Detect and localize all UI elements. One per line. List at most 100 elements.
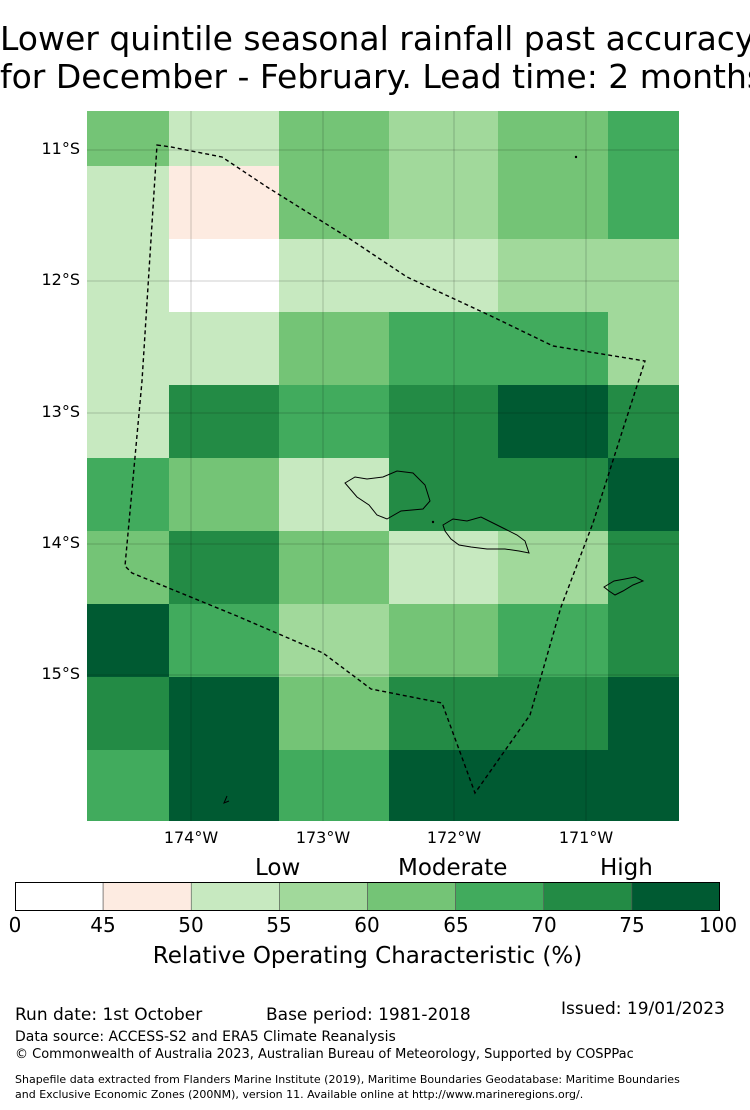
colorbar-tick: 100 (698, 913, 738, 937)
roc-grid-cell (608, 312, 679, 385)
roc-grid-cell (279, 458, 389, 531)
roc-grid-cell (87, 312, 169, 385)
colorbar-tick: 75 (619, 913, 645, 937)
roc-grid-cell (169, 677, 279, 750)
shapefile-credit-line-2: and Exclusive Economic Zones (200NM), ve… (15, 1088, 584, 1101)
roc-grid-cell (389, 312, 498, 385)
roc-grid-cell (279, 750, 389, 821)
colorbar-segment (15, 882, 104, 911)
roc-grid-cell (169, 312, 279, 385)
colorbar-tick: 0 (8, 913, 22, 937)
roc-grid-cell (87, 677, 169, 750)
roc-grid-cell (498, 111, 608, 166)
roc-grid-cells (87, 111, 679, 821)
map-title-line-2: for December - February. Lead time: 2 mo… (0, 57, 750, 96)
colorbar-tick: 45 (90, 913, 116, 937)
roc-grid-cell (608, 111, 679, 166)
latitude-label-15s: 15°S (41, 664, 80, 683)
roc-grid-cell (608, 604, 679, 677)
colorbar-segment (631, 882, 720, 911)
longitude-label-174w: 174°W (163, 828, 219, 847)
longitude-label-172w: 172°W (426, 828, 482, 847)
roc-grid-cell (279, 604, 389, 677)
roc-grid-cell (169, 531, 279, 604)
colorbar-tick: 55 (266, 913, 292, 937)
roc-grid-cell (169, 385, 279, 458)
map-gridlines (87, 111, 679, 821)
roc-grid-cell (87, 385, 169, 458)
roc-grid-cell (279, 239, 389, 312)
latitude-label-14s: 14°S (41, 533, 80, 552)
upolu-island-outline (442, 516, 530, 554)
roc-grid-cell (87, 458, 169, 531)
roc-grid-cell (389, 531, 498, 604)
roc-grid-cell (169, 111, 279, 166)
roc-accuracy-map (87, 111, 679, 821)
savaii-island-outline (344, 470, 431, 520)
roc-grid-cell (498, 385, 608, 458)
roc-grid-cell (498, 604, 608, 677)
roc-grid-cell (608, 458, 679, 531)
colorbar-segment (367, 882, 456, 911)
roc-grid-cell (498, 312, 608, 385)
roc-grid-cell (279, 385, 389, 458)
roc-grid-cell (498, 239, 608, 312)
colorbar-segment (190, 882, 280, 911)
roc-grid-cell (169, 239, 279, 312)
map-title-line-1: Lower quintile seasonal rainfall past ac… (0, 19, 750, 58)
colorbar-segment (455, 882, 545, 911)
eez-boundary (124, 144, 646, 795)
colorbar-segment (102, 882, 192, 911)
roc-grid-cell (389, 166, 498, 239)
islet-marker (223, 795, 230, 804)
roc-grid-cell (279, 312, 389, 385)
colorbar-label: Relative Operating Characteristic (%) (152, 943, 583, 969)
roc-grid-cell (389, 385, 498, 458)
copyright-notice: © Commonwealth of Australia 2023, Austra… (15, 1047, 634, 1062)
roc-grid-cell (608, 385, 679, 458)
latitude-label-11s: 11°S (41, 139, 80, 158)
roc-grid-cell (279, 111, 389, 166)
roc-grid-cell (87, 531, 169, 604)
roc-grid-cell (87, 166, 169, 239)
roc-grid-cell (498, 677, 608, 750)
roc-grid-cell (389, 677, 498, 750)
latitude-label-13s: 13°S (41, 402, 80, 421)
roc-grid-cell (608, 531, 679, 604)
roc-grid-cell (498, 166, 608, 239)
roc-grid-cell (608, 677, 679, 750)
roc-colorbar (15, 882, 720, 911)
latitude-label-12s: 12°S (41, 270, 80, 289)
islet-marker (431, 520, 435, 524)
longitude-label-171w: 171°W (558, 828, 614, 847)
roc-grid-cell (608, 750, 679, 821)
roc-grid-cell (169, 166, 279, 239)
base-period: Base period: 1981-2018 (266, 1005, 471, 1025)
colorbar-tick: 65 (443, 913, 469, 937)
roc-grid-cell (87, 111, 169, 166)
roc-grid-cell (608, 166, 679, 239)
roc-grid-cell (279, 677, 389, 750)
roc-grid-cell (87, 239, 169, 312)
roc-grid-cell (498, 750, 608, 821)
roc-grid-cell (389, 239, 498, 312)
roc-grid-cell (608, 239, 679, 312)
issued-date: Issued: 19/01/2023 (561, 999, 725, 1019)
roc-grid-cell (279, 166, 389, 239)
category-moderate: Moderate (398, 855, 508, 881)
roc-grid-cell (389, 111, 498, 166)
roc-grid-cell (279, 531, 389, 604)
roc-grid-cell (169, 604, 279, 677)
roc-grid-cell (498, 458, 608, 531)
colorbar-tick: 50 (178, 913, 204, 937)
colorbar-tick: 60 (354, 913, 380, 937)
roc-grid-cell (169, 750, 279, 821)
tutuila-island-outline (603, 576, 645, 596)
roc-grid-cell (87, 750, 169, 821)
roc-grid-cell (87, 604, 169, 677)
run-date: Run date: 1st October (15, 1005, 203, 1025)
islet-marker (574, 155, 578, 159)
colorbar-tick: 70 (531, 913, 557, 937)
roc-grid-cell (389, 750, 498, 821)
colorbar-segment (279, 882, 368, 911)
